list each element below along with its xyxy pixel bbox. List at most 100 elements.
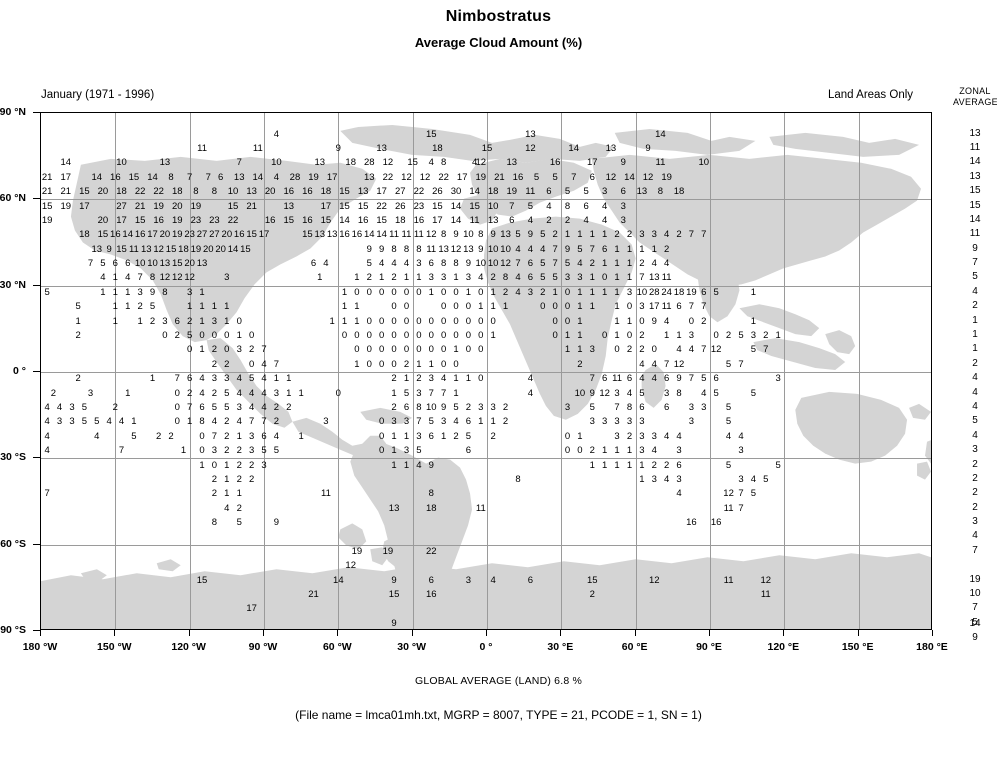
map-cell-value: 10 <box>475 258 487 270</box>
map-cell-value: 0 <box>453 301 459 313</box>
map-cell-value: 5 <box>713 286 719 298</box>
map-cell-value: 5 <box>261 445 267 457</box>
map-cell-value: 12 <box>382 157 394 169</box>
map-cell-value: 11 <box>321 488 331 500</box>
map-cell-value: 11 <box>252 142 263 154</box>
map-cell-value: 4 <box>602 214 608 226</box>
map-cell-value: 14 <box>147 171 158 183</box>
map-cell-value: 5 <box>750 344 756 356</box>
map-cell-value: 2 <box>614 229 620 241</box>
map-cell-value: 13 <box>463 243 474 255</box>
map-cell-value: 4 <box>199 373 205 385</box>
world-map-plot[interactable]: 4 15 13 14 11 9 18 15 12 14 13 9 13 11 14 10 13 7 10 28 15 8 4… <box>40 112 932 630</box>
map-cell-value: 8 <box>564 200 571 212</box>
x-axis-tick-mark <box>337 630 339 636</box>
map-cell-value: 2 <box>546 214 552 226</box>
map-cell-value: 6 <box>112 258 118 270</box>
grid-line-vertical <box>264 113 265 629</box>
map-cell-value: 4 <box>527 373 533 385</box>
map-cell-value: 11 <box>661 272 672 284</box>
map-cell-value: 1 <box>602 286 608 298</box>
map-cell-value: 5 <box>713 387 719 399</box>
map-cell-value: 22 <box>425 545 437 557</box>
map-cell-value: 4 <box>118 416 125 428</box>
map-cell-value: 2 <box>552 229 558 241</box>
x-axis-tick-label: 90 °W <box>248 641 278 653</box>
map-cell-value: 1 <box>298 430 304 442</box>
map-cell-value: 9 <box>379 243 385 255</box>
map-cell-value: 4 <box>583 214 589 226</box>
map-cell-value: 12 <box>153 243 164 255</box>
zonal-average-value: 7 <box>972 544 978 556</box>
map-cell-value: 15 <box>432 200 443 212</box>
map-cell-value: 4 <box>236 373 242 385</box>
map-cell-value: 19 <box>41 214 53 226</box>
map-cell-value: 7 <box>137 272 143 284</box>
map-cell-value: 1 <box>577 430 583 442</box>
map-cell-value: 3 <box>187 286 193 298</box>
map-cell-value: 7 <box>44 488 50 500</box>
map-cell-value: 8 <box>657 186 664 198</box>
map-cell-value: 3 <box>248 445 255 457</box>
zonal-average-value: 11 <box>969 228 981 240</box>
map-cell-value: 16 <box>339 229 350 241</box>
y-axis-tick-mark <box>33 284 40 286</box>
map-cell-value: 5 <box>725 416 732 428</box>
map-cell-value: 3 <box>589 416 595 428</box>
map-cell-value: 1 <box>651 243 657 255</box>
zonal-average-value: 2 <box>972 472 978 484</box>
map-cell-value: 4 <box>639 358 645 370</box>
map-cell-value: 0 <box>440 344 447 356</box>
map-cell-value: 5 <box>94 416 100 428</box>
map-cell-value: 2 <box>286 401 292 413</box>
map-cell-value: 10 <box>116 157 127 169</box>
map-cell-value: 1 <box>478 416 484 428</box>
map-cell-value: 6 <box>676 459 682 471</box>
map-cell-value: 16 <box>512 171 524 183</box>
y-axis-tick-label: 30 °S <box>0 451 26 464</box>
map-cell-value: 1 <box>602 258 608 270</box>
map-cell-value: 2 <box>75 373 81 385</box>
map-cell-value: 7 <box>688 229 695 241</box>
map-cell-value: 15 <box>339 200 350 212</box>
map-cell-value: 5 <box>701 373 707 385</box>
file-info-label: (File name = lmca01mh.txt, MGRP = 8007, … <box>295 708 702 722</box>
map-cell-value: 7 <box>515 258 521 270</box>
map-cell-value: 8 <box>453 258 459 270</box>
map-cell-value: 1 <box>577 315 583 327</box>
map-cell-value: 11 <box>426 243 437 255</box>
map-cell-value: 9 <box>391 574 397 586</box>
map-cell-value: 0 <box>465 315 472 327</box>
map-cell-value: 1 <box>750 315 756 327</box>
map-cell-value: 3 <box>651 430 657 442</box>
map-cell-value: 0 <box>366 358 372 370</box>
map-cell-value: 7 <box>738 358 744 370</box>
map-cell-value: 0 <box>440 301 447 313</box>
map-cell-value: 1 <box>453 387 459 399</box>
map-cell-value: 7 <box>589 373 595 385</box>
map-cell-value: 3 <box>416 430 422 442</box>
map-cell-value: 10 <box>636 286 648 298</box>
map-cell-value: 3 <box>688 401 695 413</box>
map-cell-value: 21 <box>494 171 505 183</box>
map-cell-value: 0 <box>564 315 571 327</box>
map-cell-value: 4 <box>261 401 267 413</box>
map-cell-value: 2 <box>577 358 583 370</box>
map-cell-value: 15 <box>587 574 598 586</box>
map-cell-value: 12 <box>605 171 617 183</box>
map-cell-value: 0 <box>478 373 484 385</box>
map-cell-value: 3 <box>676 445 682 457</box>
map-cell-value: 4 <box>44 401 50 413</box>
y-axis-tick-mark <box>33 630 40 631</box>
x-axis-tick-label: 60 °E <box>621 641 648 653</box>
map-cell-value: 1 <box>187 301 193 313</box>
map-cell-value: 0 <box>379 445 385 457</box>
map-cell-value: 4 <box>428 157 434 169</box>
map-cell-value: 6 <box>199 401 205 413</box>
map-cell-value: 2 <box>663 459 670 471</box>
map-cell-value: 15 <box>469 200 480 212</box>
map-cell-value: 3 <box>626 286 633 298</box>
map-cell-value: 0 <box>552 301 558 313</box>
map-cell-value: 1 <box>137 315 143 327</box>
map-cell-value: 2 <box>701 315 707 327</box>
